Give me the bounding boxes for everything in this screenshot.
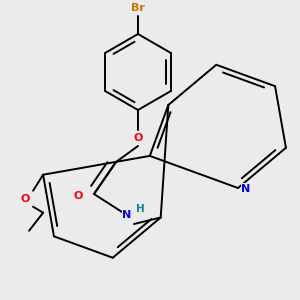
Text: N: N — [242, 184, 250, 194]
Text: N: N — [122, 210, 132, 220]
Text: O: O — [133, 133, 143, 143]
Text: O: O — [20, 194, 30, 204]
Text: H: H — [136, 204, 144, 214]
Text: Br: Br — [131, 3, 145, 13]
Text: O: O — [73, 191, 83, 201]
